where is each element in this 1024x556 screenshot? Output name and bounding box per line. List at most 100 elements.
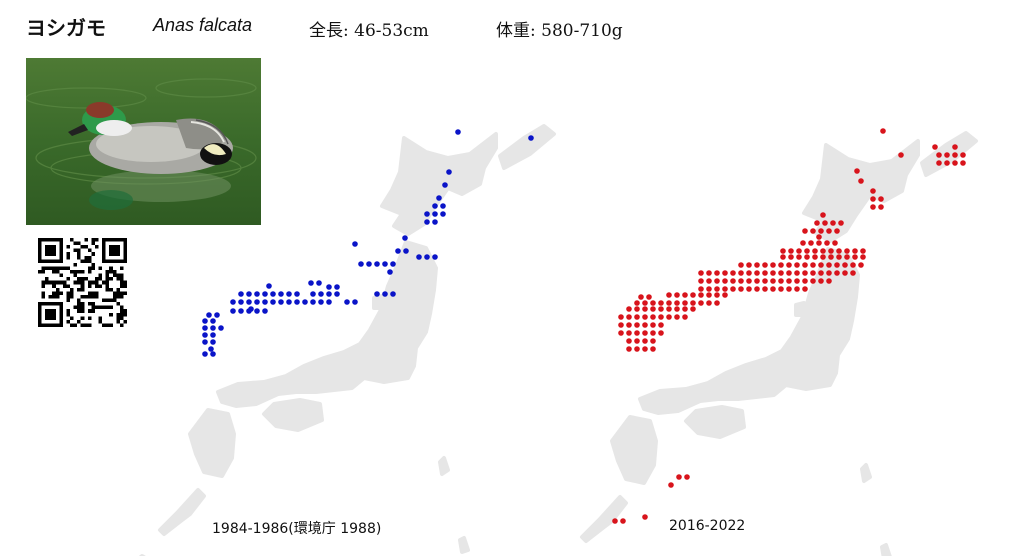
record-dot <box>626 330 632 336</box>
record-dot <box>270 291 276 297</box>
record-dot <box>210 339 216 345</box>
record-dot <box>810 278 816 284</box>
record-dot <box>714 300 720 306</box>
record-dot <box>770 286 776 292</box>
record-dot <box>650 322 656 328</box>
record-dot <box>810 270 816 276</box>
record-dot <box>814 220 820 226</box>
record-dot <box>796 248 802 254</box>
record-dot <box>366 261 372 267</box>
record-dot <box>698 278 704 284</box>
record-dot <box>432 203 438 209</box>
record-dot <box>676 474 682 480</box>
land-shape <box>460 538 468 552</box>
record-dot <box>794 270 800 276</box>
record-dot <box>626 346 632 352</box>
land-shape <box>440 458 448 474</box>
record-dot <box>746 270 752 276</box>
land-shape <box>218 242 436 406</box>
record-dot <box>816 234 822 240</box>
land-shape <box>862 465 870 481</box>
record-dot <box>828 254 834 260</box>
record-dot <box>334 284 340 290</box>
record-dot <box>634 330 640 336</box>
record-dot <box>754 262 760 268</box>
record-dot <box>682 306 688 312</box>
record-dot <box>666 314 672 320</box>
record-dot <box>626 306 632 312</box>
record-dot <box>403 248 409 254</box>
record-dot <box>455 129 461 135</box>
record-dot <box>446 169 452 175</box>
record-dot <box>770 270 776 276</box>
record-dot <box>786 278 792 284</box>
record-dot <box>650 300 656 306</box>
record-dot <box>850 270 856 276</box>
record-dot <box>666 300 672 306</box>
record-dot <box>858 178 864 184</box>
record-dot <box>804 254 810 260</box>
record-dot <box>738 270 744 276</box>
record-dot <box>932 144 938 150</box>
record-dot <box>334 291 340 297</box>
record-dot <box>762 262 768 268</box>
record-dot <box>706 286 712 292</box>
record-dot <box>812 254 818 260</box>
record-dot <box>646 294 652 300</box>
record-dot <box>952 144 958 150</box>
record-dot <box>626 338 632 344</box>
record-dot <box>762 278 768 284</box>
record-dot <box>440 211 446 217</box>
record-dot <box>808 240 814 246</box>
land-shape <box>160 490 204 534</box>
record-dot <box>432 211 438 217</box>
record-dot <box>262 308 268 314</box>
record-dot <box>294 291 300 297</box>
record-dot <box>754 286 760 292</box>
record-dot <box>818 262 824 268</box>
record-dot <box>698 286 704 292</box>
record-dot <box>674 314 680 320</box>
record-dot <box>762 286 768 292</box>
record-dot <box>854 168 860 174</box>
record-dot <box>834 262 840 268</box>
record-dot <box>754 270 760 276</box>
record-dot <box>714 278 720 284</box>
record-dot <box>626 322 632 328</box>
record-dot <box>828 248 834 254</box>
record-dot <box>826 270 832 276</box>
record-dot <box>844 254 850 260</box>
record-dot <box>326 291 332 297</box>
record-dot <box>650 338 656 344</box>
record-dot <box>706 292 712 298</box>
record-dot <box>878 196 884 202</box>
record-dot <box>528 135 534 141</box>
record-dot <box>634 346 640 352</box>
record-dot <box>714 286 720 292</box>
record-dot <box>820 212 826 218</box>
record-dot <box>218 325 224 331</box>
record-dot <box>870 204 876 210</box>
land-shape <box>686 407 744 437</box>
record-dot <box>818 228 824 234</box>
caption-2016-2022: 2016-2022 <box>669 518 745 534</box>
land-shape <box>882 545 890 556</box>
record-dot <box>246 299 252 305</box>
record-dot <box>432 254 438 260</box>
record-dot <box>210 351 216 357</box>
record-dot <box>690 306 696 312</box>
record-dot <box>658 330 664 336</box>
record-dot <box>870 196 876 202</box>
record-dot <box>778 262 784 268</box>
record-dot <box>960 152 966 158</box>
record-dot <box>230 308 236 314</box>
record-dot <box>436 195 442 201</box>
record-dot <box>850 262 856 268</box>
record-dot <box>344 299 350 305</box>
record-dot <box>642 514 648 520</box>
record-dot <box>358 261 364 267</box>
map2-dots <box>612 128 966 524</box>
record-dot <box>786 286 792 292</box>
record-dot <box>658 322 664 328</box>
